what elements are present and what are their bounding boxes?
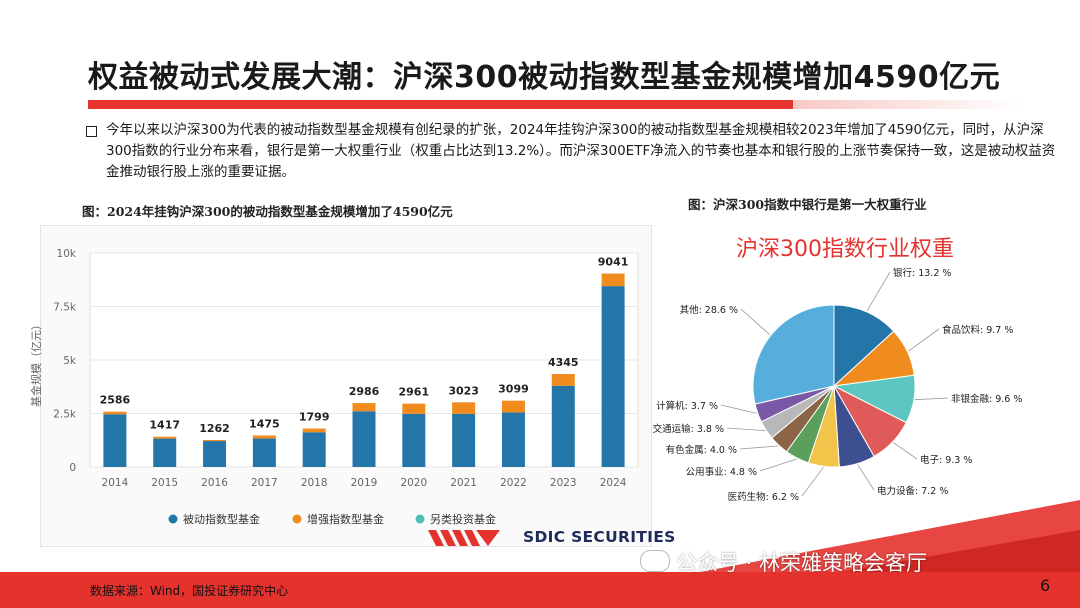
bar-total-label: 2986 [349, 385, 380, 398]
bar-segment-1 [352, 411, 376, 467]
title-underline [88, 100, 793, 109]
caption-right: 图：沪深300指数中银行是第一大权重行业 [688, 197, 927, 212]
pie-leader-line [914, 397, 949, 401]
bar-total-label: 3023 [448, 384, 479, 397]
bar-segment-2 [203, 439, 227, 442]
bar-segment-2 [601, 273, 625, 287]
bar-segment-1 [601, 286, 625, 467]
bar-segment-1 [501, 412, 525, 467]
x-tick-label: 2021 [450, 477, 477, 489]
bar-segment-1 [551, 385, 575, 467]
bar-segment-1 [302, 432, 326, 467]
bar-total-label: 9041 [598, 256, 629, 269]
title-underline-fade [793, 100, 1023, 109]
pie-label: 交通运输: 3.8 % [653, 423, 724, 435]
x-tick-label: 2024 [600, 477, 627, 489]
page-title: 权益被动式发展大潮：沪深300被动指数型基金规模增加4590亿元 [88, 60, 1001, 95]
legend-marker [415, 514, 425, 524]
x-tick-label: 2014 [102, 477, 129, 489]
pie-label: 其他: 28.6 % [680, 304, 738, 316]
x-tick-label: 2023 [550, 477, 577, 489]
y-tick-label: 7.5k [53, 302, 77, 314]
bar-segment-2 [551, 374, 575, 386]
page-number: 6 [1040, 576, 1051, 595]
data-source: 数据来源：Wind，国投证券研究中心 [90, 584, 289, 598]
watermark-text: 公众号 · 林荣雄策略会客厅 [676, 551, 928, 575]
legend-label: 另类投资基金 [430, 512, 496, 526]
pie-leader-line [759, 458, 797, 472]
x-tick-label: 2015 [151, 477, 178, 489]
pie-leader-line [893, 442, 918, 460]
pie-label: 食品饮料: 9.7 % [942, 324, 1013, 336]
pie-label: 电子: 9.3 % [920, 454, 972, 466]
legend-marker [292, 514, 302, 524]
bar-segment-1 [402, 413, 426, 467]
pie-label: 医药生物: 6.2 % [728, 491, 799, 503]
bar-segment-2 [302, 428, 326, 433]
bar-total-label: 1799 [299, 411, 330, 424]
wechat-icon [640, 550, 670, 572]
pie-title: 沪深300指数行业权重 [736, 237, 954, 262]
bar-segment-2 [501, 400, 525, 413]
bar-segment-2 [153, 436, 177, 439]
bullet-square-icon [86, 126, 97, 137]
y-tick-label: 5k [63, 355, 77, 367]
pie-label: 银行: 13.2 % [893, 267, 951, 279]
caption-left: 图：2024年挂钩沪深300的被动指数型基金规模增加了4590亿元 [82, 204, 453, 219]
pie-label: 有色金属: 4.0 % [666, 444, 737, 456]
pie-slice [752, 304, 835, 405]
bar-total-label: 3099 [498, 383, 529, 396]
pie-label: 计算机: 3.7 % [656, 400, 718, 412]
bar-segment-2 [402, 403, 426, 414]
x-tick-label: 2019 [351, 477, 378, 489]
company-logo-text: SDIC SECURITIES [523, 528, 676, 546]
bar-segment-1 [203, 441, 227, 467]
body-paragraph: 今年以来以沪深300为代表的被动指数型基金规模有创纪录的扩张，2024年挂钩沪深… [106, 122, 1056, 180]
pie-leader-line [726, 427, 766, 432]
bar-segment-1 [452, 413, 476, 467]
bar-segment-1 [103, 414, 127, 467]
y-tick-label: 2.5k [53, 409, 77, 421]
y-tick-label: 0 [69, 462, 76, 474]
y-tick-label: 10k [57, 248, 77, 260]
bar-total-label: 2586 [100, 394, 131, 407]
pie-leader-line [739, 445, 779, 450]
bar-segment-2 [252, 435, 276, 439]
bar-segment-2 [103, 411, 127, 415]
logo-stripes-icon [428, 530, 500, 546]
pie-label: 公用事业: 4.8 % [686, 466, 757, 478]
pie-label: 电力设备: 7.2 % [877, 485, 948, 497]
x-tick-label: 2022 [500, 477, 527, 489]
footer-band [0, 572, 1080, 608]
pie-leader-line [866, 271, 891, 312]
bar-total-label: 1417 [149, 419, 180, 432]
legend-label: 增强指数型基金 [307, 512, 384, 526]
bar-segment-1 [252, 438, 276, 467]
legend-marker [168, 514, 178, 524]
bar-total-label: 2961 [399, 386, 430, 399]
bar-segment-2 [352, 403, 376, 412]
bar-total-label: 1262 [199, 422, 230, 435]
bar-total-label: 4345 [548, 356, 579, 369]
pie-slice [833, 304, 895, 388]
pie-label: 非银金融: 9.6 % [951, 393, 1022, 405]
bar-total-label: 1475 [249, 417, 280, 430]
y-axis-label: 基金规模（亿元） [29, 319, 43, 407]
bar-segment-2 [452, 402, 476, 414]
x-tick-label: 2020 [400, 477, 427, 489]
pie-leader-line [720, 404, 757, 414]
pie-leader-line [801, 467, 824, 497]
pie-leader-line [908, 328, 940, 352]
legend-label: 被动指数型基金 [183, 512, 260, 526]
x-tick-label: 2017 [251, 477, 278, 489]
x-tick-label: 2018 [301, 477, 328, 489]
pie-leader-line [740, 308, 771, 336]
pie-leader-line [857, 464, 875, 491]
x-tick-label: 2016 [201, 477, 228, 489]
bar-segment-1 [153, 438, 177, 467]
